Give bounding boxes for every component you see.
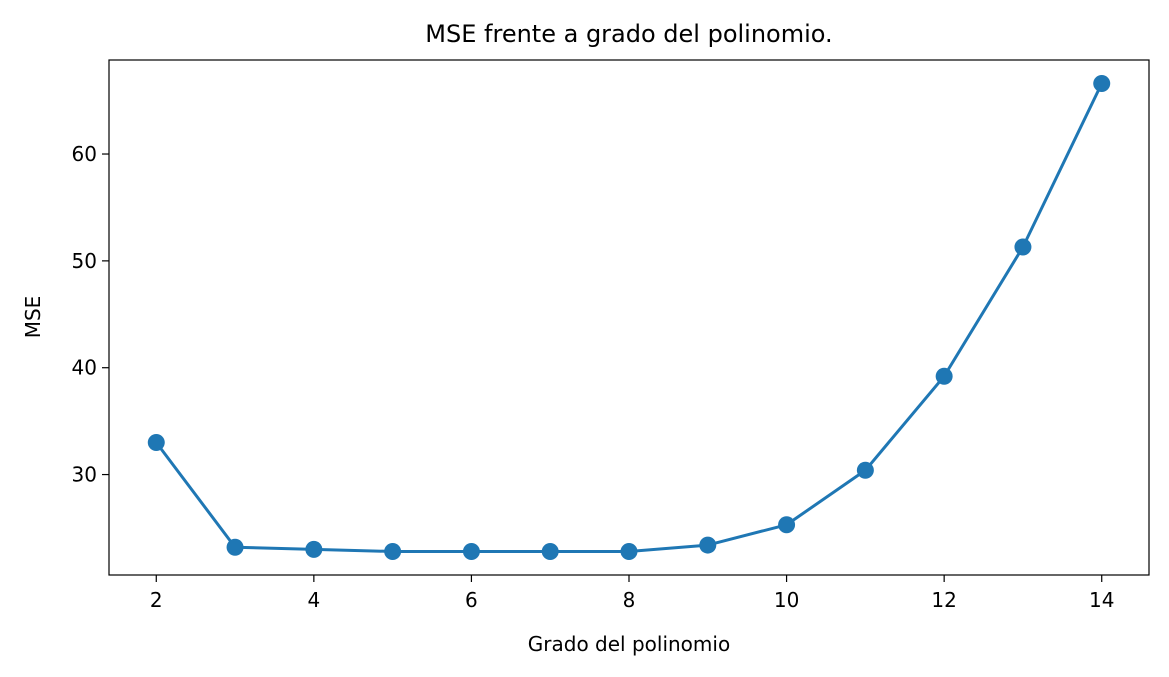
x-tick-label: 2 <box>150 588 163 612</box>
x-tick-label: 10 <box>774 588 799 612</box>
data-point <box>1014 238 1032 256</box>
data-point <box>935 367 953 385</box>
y-tick-label: 50 <box>72 249 97 273</box>
axes-frame <box>108 59 1150 576</box>
x-tick-label: 6 <box>465 588 478 612</box>
data-point <box>699 536 717 554</box>
x-tick-label: 4 <box>307 588 320 612</box>
y-tick-label: 60 <box>72 142 97 166</box>
y-tick-label: 30 <box>72 463 97 487</box>
y-tick-label: 40 <box>72 356 97 380</box>
data-point <box>856 461 874 479</box>
data-point <box>147 434 165 452</box>
plot-area <box>147 75 1111 560</box>
x-tick-label: 14 <box>1089 588 1114 612</box>
y-axis: 30 40 50 60 <box>72 142 109 487</box>
data-point <box>1093 75 1111 93</box>
x-tick-label: 8 <box>623 588 636 612</box>
x-axis-label: Grado del polinomio <box>528 632 730 656</box>
data-point <box>305 540 323 558</box>
data-point <box>226 538 244 556</box>
data-point <box>384 542 402 560</box>
data-point <box>620 542 638 560</box>
y-axis-label: MSE <box>21 296 45 339</box>
x-tick-label: 12 <box>931 588 956 612</box>
chart-title: MSE frente a grado del polinomio. <box>425 20 832 48</box>
data-point <box>541 542 559 560</box>
data-point <box>462 542 480 560</box>
x-axis: 2 4 6 8 10 12 14 <box>150 575 1114 612</box>
data-point <box>778 516 796 534</box>
